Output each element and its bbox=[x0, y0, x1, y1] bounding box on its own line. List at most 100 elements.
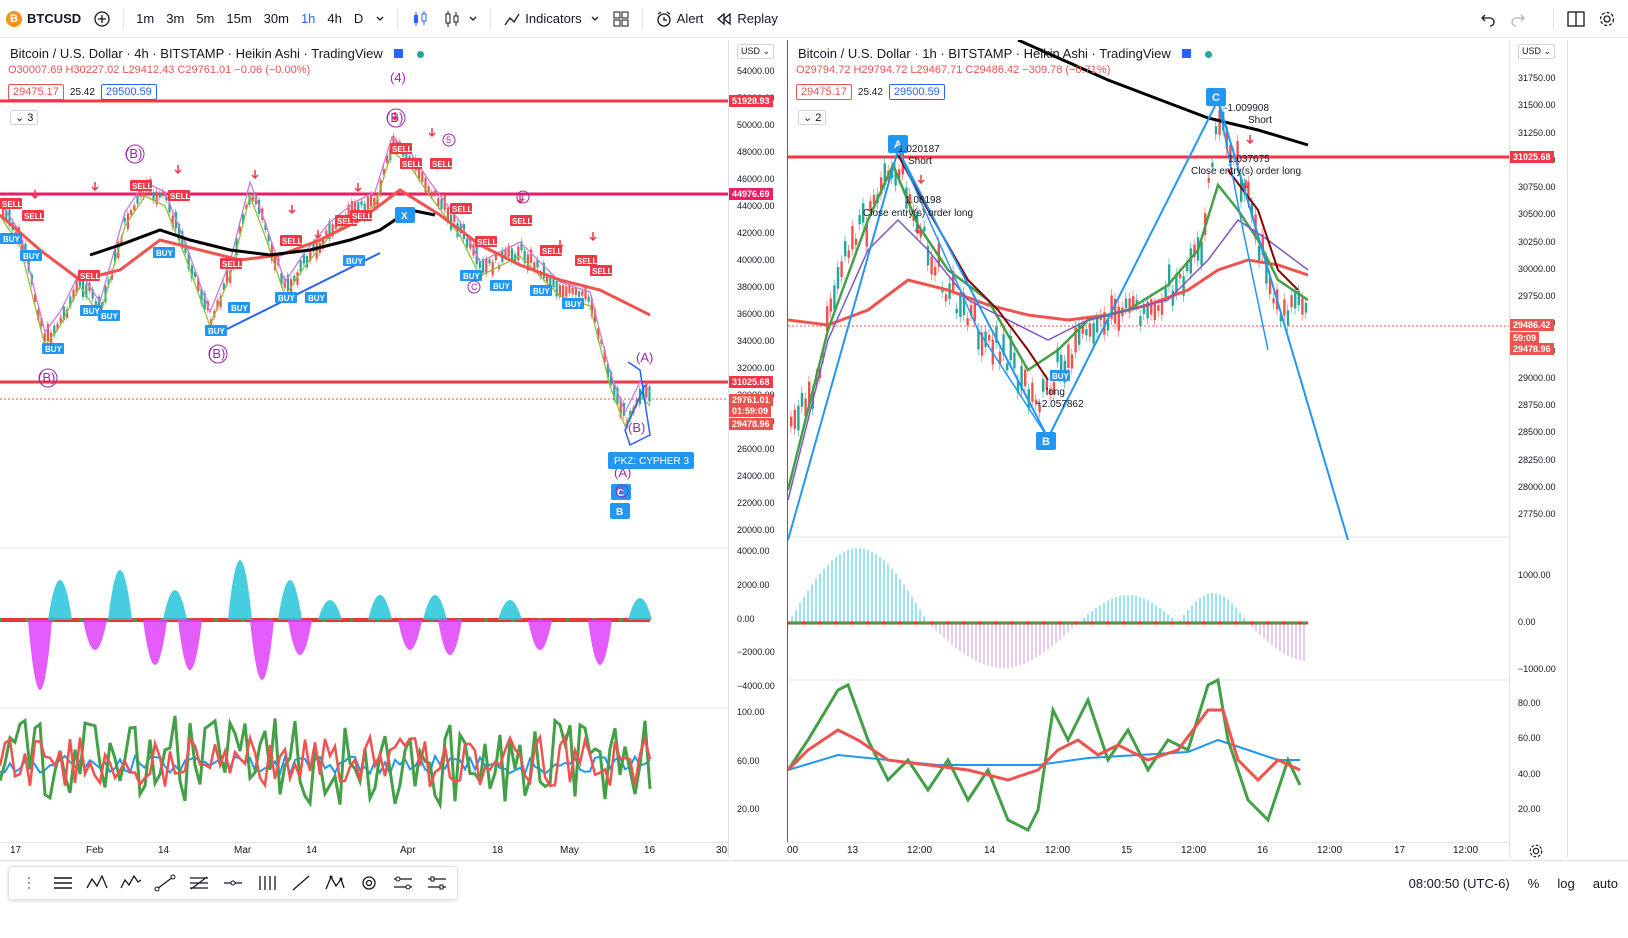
cypher-pattern bbox=[624, 361, 651, 447]
price-tag: 59:09 bbox=[1510, 332, 1540, 344]
range-tool-icon[interactable] bbox=[389, 869, 417, 897]
flag-icon[interactable] bbox=[394, 49, 404, 58]
settings-sliders-icon[interactable] bbox=[423, 869, 451, 897]
undo-icon[interactable] bbox=[1473, 0, 1503, 38]
sell-signal-label: SELL bbox=[592, 267, 613, 276]
candle bbox=[40, 317, 43, 327]
indicators-button[interactable]: Indicators bbox=[497, 0, 605, 38]
down-arrow-icon bbox=[428, 128, 436, 138]
price-tick-label: 28500.00 bbox=[1518, 427, 1556, 438]
interval-dropdown-icon[interactable] bbox=[369, 0, 391, 38]
interval-1m[interactable]: 1m bbox=[136, 11, 155, 26]
down-arrow-icon bbox=[314, 230, 322, 240]
candle-style-icon[interactable] bbox=[404, 0, 436, 38]
sell-signal bbox=[22, 210, 44, 221]
price-axis-1h[interactable]: USD ⌄ 31750.0031500.0031250.0031000.0030… bbox=[1509, 40, 1567, 858]
candle bbox=[973, 302, 976, 322]
zero-dot bbox=[1062, 621, 1066, 625]
zero-dot bbox=[1050, 621, 1054, 625]
log-toggle[interactable]: log bbox=[1557, 875, 1575, 891]
zero-dot bbox=[858, 621, 862, 625]
candle bbox=[456, 223, 459, 237]
interval-15m[interactable]: 15m bbox=[226, 11, 252, 26]
interval-D[interactable]: D bbox=[353, 11, 364, 26]
fib-channel-icon[interactable] bbox=[185, 869, 213, 897]
oscillator-hump bbox=[143, 620, 167, 665]
candle bbox=[984, 331, 987, 347]
zero-dot bbox=[962, 621, 966, 625]
compare-add-icon[interactable] bbox=[87, 0, 117, 38]
oscillator-hump bbox=[588, 620, 612, 665]
time-axis-1h[interactable]: 00 13 12:00 14 12:00 15 12:00 16 12:00 17 12:00 bbox=[787, 842, 1509, 858]
candle bbox=[82, 280, 85, 298]
candle bbox=[1153, 303, 1156, 321]
chart-pane-4h[interactable]: SELL SELL SELL SELL SELL SELL SELL SELL SELL SELL… bbox=[0, 40, 728, 858]
xabcd-pattern-icon[interactable] bbox=[83, 869, 111, 897]
chart-legend[interactable]: Bitcoin / U.S. Dollar · 1h · BITSTAMP · … bbox=[798, 46, 1213, 61]
candle bbox=[510, 248, 513, 263]
interval-5m[interactable]: 5m bbox=[196, 11, 215, 26]
chart-type-icon[interactable] bbox=[436, 0, 484, 38]
percent-toggle[interactable]: % bbox=[1527, 875, 1540, 891]
zero-dot bbox=[898, 621, 902, 625]
oscillator-hump bbox=[368, 595, 392, 620]
redo-icon[interactable] bbox=[1503, 0, 1533, 38]
line-tool-icon[interactable] bbox=[287, 869, 315, 897]
currency-selector[interactable]: USD ⌄ bbox=[737, 44, 775, 59]
zero-dot bbox=[810, 621, 814, 625]
buy-signal-label: BUY bbox=[463, 272, 481, 281]
trend-line-icon[interactable] bbox=[151, 869, 179, 897]
zero-dot bbox=[990, 621, 994, 625]
chart-pane-1h[interactable]: A C B 1.020187 Short 1.08198 Close entry(s) or… bbox=[787, 40, 1509, 858]
symbol-search[interactable]: B BTCUSD bbox=[0, 0, 87, 38]
replay-button[interactable]: Replay bbox=[709, 0, 783, 38]
zero-dot bbox=[850, 621, 854, 625]
spiral-tool-icon[interactable] bbox=[355, 869, 383, 897]
candle bbox=[1164, 286, 1167, 298]
oscillator-hump bbox=[83, 620, 107, 650]
price-tick-label: 30500.00 bbox=[1518, 209, 1556, 220]
price-tag: 29478.96 bbox=[1510, 343, 1554, 355]
pattern-tool-icon[interactable] bbox=[321, 869, 349, 897]
drag-handle-icon[interactable] bbox=[15, 869, 43, 897]
zero-dot bbox=[846, 621, 850, 625]
oscillator-hump bbox=[438, 620, 462, 655]
horizontal-ray-icon[interactable] bbox=[219, 869, 247, 897]
auto-toggle[interactable]: auto bbox=[1592, 875, 1618, 891]
candle bbox=[34, 294, 37, 303]
zero-dot bbox=[934, 621, 938, 625]
flag-icon[interactable] bbox=[1182, 49, 1192, 58]
candle bbox=[645, 383, 648, 398]
zero-dot bbox=[1222, 621, 1226, 625]
templates-icon[interactable] bbox=[606, 0, 636, 38]
interval-3m[interactable]: 3m bbox=[166, 11, 185, 26]
wave-label: (4) bbox=[390, 70, 406, 85]
elliott-wave-icon[interactable] bbox=[117, 869, 145, 897]
rsi-tick-label: 20.00 bbox=[1518, 804, 1541, 814]
currency-selector[interactable]: USD ⌄ bbox=[1518, 44, 1556, 59]
candles-tool-icon[interactable] bbox=[253, 869, 281, 897]
interval-4h[interactable]: 4h bbox=[327, 11, 342, 26]
layout-icon[interactable] bbox=[1560, 0, 1592, 38]
chart-legend[interactable]: Bitcoin / U.S. Dollar · 4h · BITSTAMP · … bbox=[10, 46, 425, 61]
interval-1h[interactable]: 1h bbox=[300, 11, 316, 26]
candle bbox=[1045, 380, 1048, 391]
candle bbox=[844, 241, 847, 257]
chart-settings-gear-icon[interactable] bbox=[1528, 843, 1544, 862]
buy-signal bbox=[228, 302, 250, 313]
price-axis-4h[interactable]: USD ⌄ 54000.0052000.0050000.0048000.0046… bbox=[728, 40, 786, 858]
indicators-collapse-button[interactable]: ⌄ 2 bbox=[798, 110, 827, 125]
candle bbox=[898, 169, 901, 179]
clock-label[interactable]: 08:00:50 (UTC-6) bbox=[1408, 875, 1510, 891]
rsi-tick-label: 80.00 bbox=[1518, 698, 1541, 708]
oscillator-tick-label: −2000.00 bbox=[737, 647, 775, 658]
time-axis-4h[interactable]: 17 Feb 14 Mar 14 Apr 18 May 16 30 bbox=[0, 842, 728, 858]
alert-button[interactable]: Alert bbox=[649, 0, 710, 38]
settings-gear-icon[interactable] bbox=[1592, 0, 1622, 38]
chart-canvas-4h[interactable]: SELLSELLSELLSELLSELLSELLSELLSELLSELLSELL… bbox=[0, 40, 728, 858]
indicators-collapse-button[interactable]: ⌄ 3 bbox=[10, 110, 39, 125]
menu-icon[interactable] bbox=[49, 869, 77, 897]
interval-30m[interactable]: 30m bbox=[263, 11, 289, 26]
candle bbox=[1261, 234, 1264, 255]
